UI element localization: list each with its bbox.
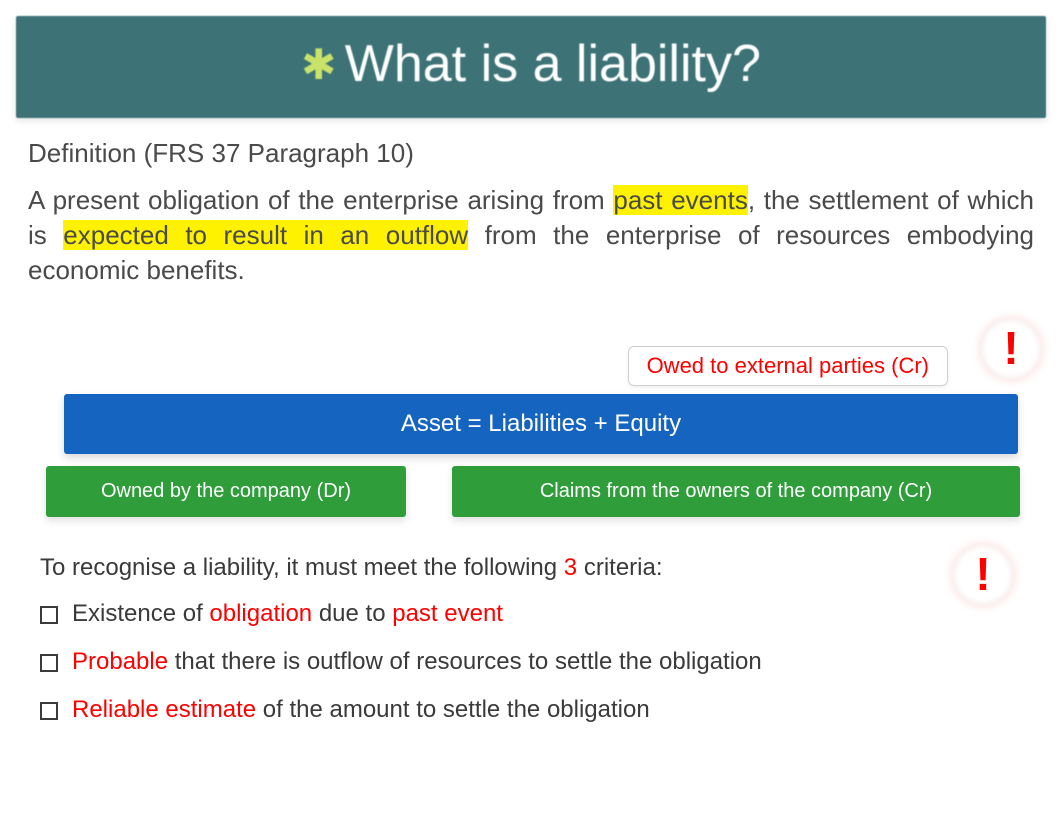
definition-highlight-2: expected to result in an outflow (63, 220, 468, 250)
definition-heading: Definition (FRS 37 Paragraph 10) (28, 138, 1034, 169)
criteria-intro-post: criteria: (577, 554, 662, 581)
criteria-intro: To recognise a liability, it must meet t… (40, 554, 1034, 582)
title-asterisk: ✱ (301, 40, 336, 89)
checkbox-icon (40, 702, 58, 720)
exclamation-icon: ! (952, 544, 1014, 606)
equation-diagram: Owed to external parties (Cr) ! Asset = … (24, 326, 1038, 526)
criteria-text: Probable that there is outflow of resour… (72, 648, 762, 676)
definition-text-pre: A present obligation of the enterprise a… (28, 185, 613, 215)
exclamation-icon: ! (980, 318, 1042, 380)
criteria-count: 3 (564, 554, 577, 581)
page-title: What is a liability? (345, 35, 761, 93)
definition-body: A present obligation of the enterprise a… (28, 183, 1034, 288)
criteria-text: Existence of obligation due to past even… (72, 600, 503, 628)
criteria-intro-pre: To recognise a liability, it must meet t… (40, 554, 564, 581)
criteria-section: ! To recognise a liability, it must meet… (40, 554, 1034, 724)
accounting-equation-bar: Asset = Liabilities + Equity (64, 394, 1018, 454)
checkbox-icon (40, 606, 58, 624)
checkbox-icon (40, 654, 58, 672)
criteria-item: Existence of obligation due to past even… (40, 600, 1034, 628)
definition-section: Definition (FRS 37 Paragraph 10) A prese… (0, 118, 1062, 296)
title-bar: ✱ What is a liability? (16, 16, 1046, 118)
criteria-item: Probable that there is outflow of resour… (40, 648, 1034, 676)
claims-from-owners-label: Claims from the owners of the company (C… (452, 466, 1020, 517)
criteria-text: Reliable estimate of the amount to settl… (72, 696, 650, 724)
callout-external-parties: Owed to external parties (Cr) (628, 346, 948, 386)
criteria-item: Reliable estimate of the amount to settl… (40, 696, 1034, 724)
definition-highlight-1: past events (613, 185, 747, 215)
owned-by-company-label: Owned by the company (Dr) (46, 466, 406, 517)
